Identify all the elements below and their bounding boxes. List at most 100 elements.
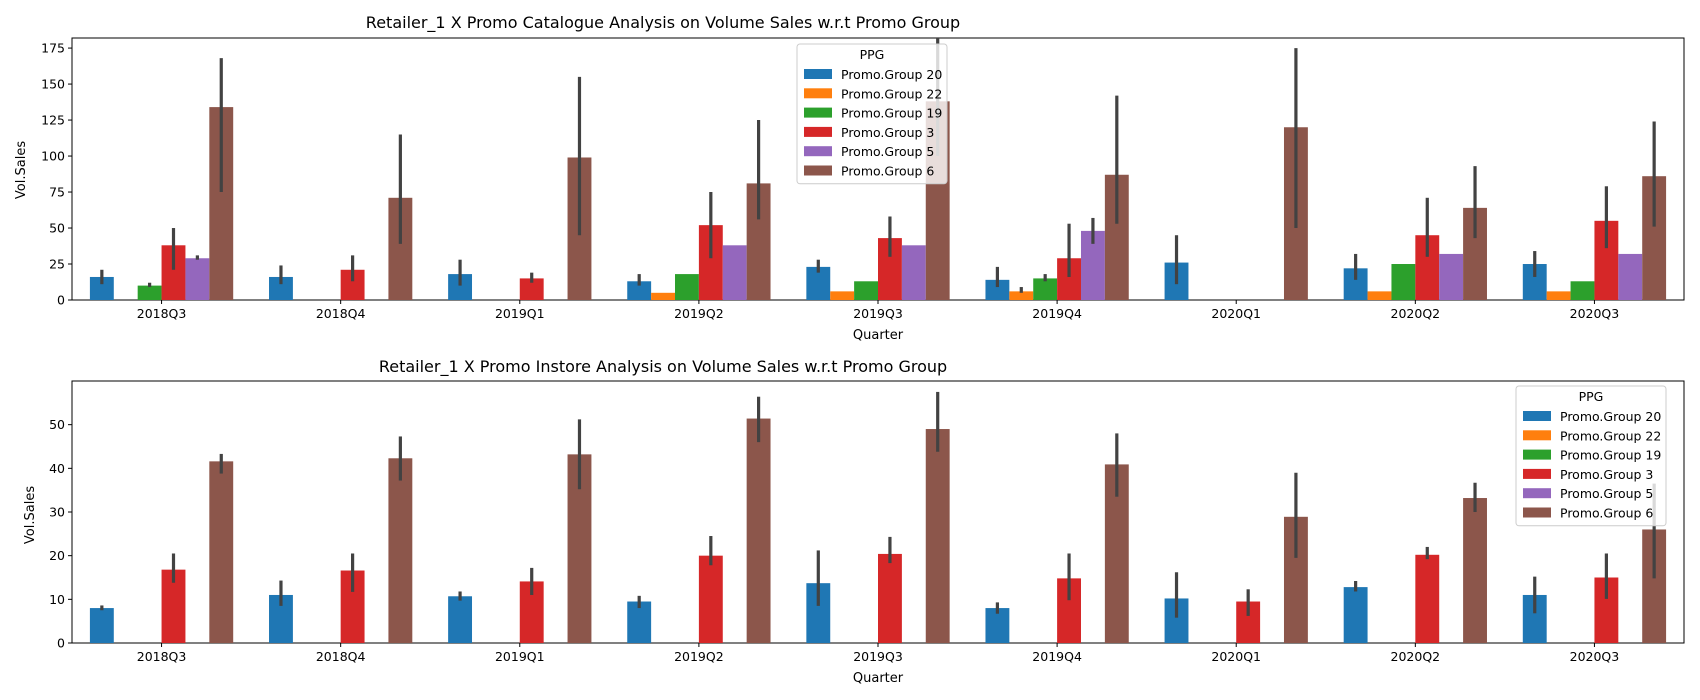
bar <box>806 266 831 300</box>
legend-label: Promo.Group 6 <box>1560 506 1653 521</box>
bar <box>901 245 926 300</box>
bar <box>567 454 592 643</box>
bar <box>1439 253 1464 300</box>
x-tick-label: 2019Q3 <box>853 649 903 664</box>
bar <box>1522 264 1547 300</box>
bar <box>675 274 699 300</box>
y-tick-label: 30 <box>49 505 65 520</box>
legend-item[interactable]: Promo.Group 5 <box>804 144 934 159</box>
bar <box>161 569 186 643</box>
legend[interactable]: PPG Promo.Group 20 Promo.Group 22 Promo.Gr… <box>1515 385 1667 527</box>
bar <box>1009 291 1034 300</box>
bar <box>746 418 771 643</box>
bar <box>89 608 114 643</box>
bar <box>985 279 1010 300</box>
bar <box>1463 207 1487 300</box>
y-tick-label: 50 <box>49 221 65 236</box>
legend-swatch <box>1523 411 1551 421</box>
y-tick-label: 20 <box>49 548 65 563</box>
x-tick-label: 2020Q1 <box>1211 306 1261 321</box>
legend-swatch <box>1523 468 1551 479</box>
bar <box>806 583 831 643</box>
legend-label: Promo.Group 20 <box>841 67 942 82</box>
y-tick-label: 25 <box>49 257 65 272</box>
legend-swatch <box>1523 430 1551 441</box>
legend-item[interactable]: Promo.Group 22 <box>1523 428 1661 443</box>
legend-box <box>796 43 948 185</box>
bar <box>448 274 473 300</box>
legend-item[interactable]: Promo.Group 3 <box>804 125 934 140</box>
bar <box>1080 230 1105 300</box>
bar <box>1104 174 1129 300</box>
y-tick-label: 75 <box>49 185 65 200</box>
bar <box>1463 498 1487 643</box>
legend-item[interactable]: Promo.Group 19 <box>1523 448 1661 463</box>
bar <box>1057 578 1081 643</box>
bar <box>448 596 473 643</box>
bar <box>1367 291 1392 300</box>
y-tick-label: 150 <box>41 77 65 92</box>
legend-item[interactable]: Promo.Group 6 <box>1523 506 1653 521</box>
bar <box>878 238 902 300</box>
y-tick-label: 40 <box>49 461 65 476</box>
bar <box>1546 291 1571 300</box>
chart-title: Retailer_1 X Promo Instore Analysis on V… <box>379 357 947 377</box>
legend-label: Promo.Group 6 <box>841 164 934 179</box>
legend-swatch <box>804 88 832 99</box>
x-tick-label: 2019Q3 <box>853 306 903 321</box>
legend-item[interactable]: Promo.Group 19 <box>804 106 942 121</box>
bar <box>878 553 902 643</box>
legend-title: PPG <box>1579 389 1604 404</box>
legend-label: Promo.Group 19 <box>841 106 942 121</box>
x-tick-label: 2018Q3 <box>137 649 187 664</box>
x-axis-label: Quarter <box>853 328 904 343</box>
x-tick-label: 2019Q1 <box>495 306 545 321</box>
bar <box>161 245 186 300</box>
x-tick-label: 2019Q1 <box>495 649 545 664</box>
y-tick-label: 0 <box>57 293 65 308</box>
x-tick-label: 2019Q2 <box>674 306 724 321</box>
x-tick-label: 2020Q3 <box>1570 306 1620 321</box>
bar <box>185 258 210 300</box>
legend-label: Promo.Group 5 <box>1560 486 1653 501</box>
legend-swatch <box>804 126 832 137</box>
bar <box>269 276 293 300</box>
y-axis-label: Vol.Sales <box>23 486 38 544</box>
legend[interactable]: PPG Promo.Group 20 Promo.Group 22 Promo.Gr… <box>796 43 948 185</box>
instore-chart: Retailer_1 X Promo Instore Analysis on V… <box>23 357 1685 686</box>
bar <box>854 281 878 300</box>
legend-item[interactable]: Promo.Group 3 <box>1523 467 1653 482</box>
bar <box>651 292 676 300</box>
x-tick-label: 2019Q4 <box>1032 649 1082 664</box>
y-tick-label: 0 <box>57 636 65 651</box>
legend-label: Promo.Group 20 <box>1560 409 1661 424</box>
bar <box>627 281 652 300</box>
legend-item[interactable]: Promo.Group 22 <box>804 86 942 101</box>
x-tick-label: 2019Q2 <box>674 649 724 664</box>
legend-item[interactable]: Promo.Group 20 <box>1523 409 1661 424</box>
bar <box>1391 264 1416 300</box>
legend-swatch <box>1523 449 1551 460</box>
bar <box>340 570 365 643</box>
x-tick-label: 2020Q3 <box>1570 649 1620 664</box>
bar <box>269 594 293 643</box>
x-tick-label: 2018Q4 <box>316 306 366 321</box>
bar <box>209 107 234 300</box>
bar <box>1236 601 1261 643</box>
legend-item[interactable]: Promo.Group 20 <box>804 67 942 82</box>
bar <box>1343 268 1368 300</box>
bar <box>519 278 544 300</box>
legend-item[interactable]: Promo.Group 6 <box>804 164 934 179</box>
bar <box>388 458 413 643</box>
x-tick-label: 2020Q1 <box>1211 649 1261 664</box>
bar <box>627 601 652 643</box>
bar <box>1594 577 1619 643</box>
legend-box <box>1515 385 1667 527</box>
legend-item[interactable]: Promo.Group 5 <box>1523 486 1653 501</box>
bar <box>1618 253 1643 300</box>
bar <box>1570 281 1595 300</box>
bar <box>1415 554 1440 643</box>
legend-label: Promo.Group 22 <box>841 86 942 101</box>
legend-swatch <box>1523 507 1551 518</box>
